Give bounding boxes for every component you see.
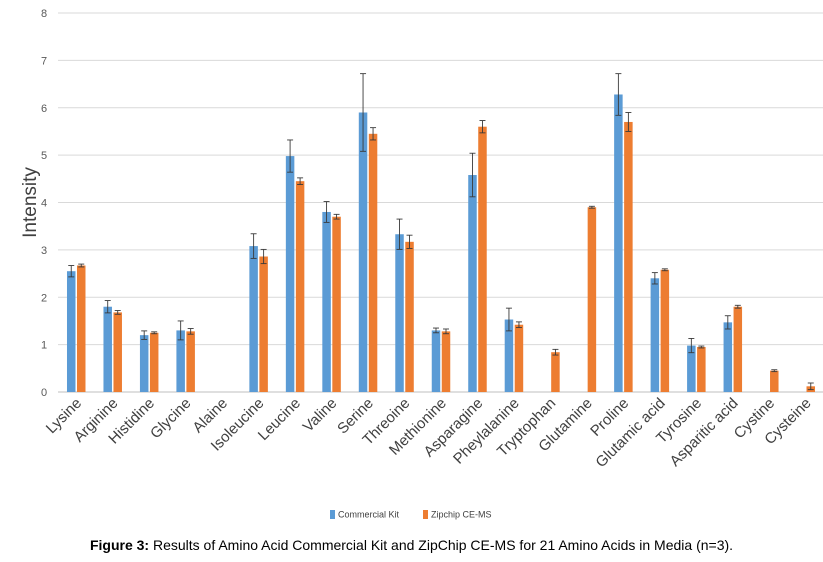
bar [186,331,195,392]
bar [687,345,696,392]
bar [614,94,623,393]
bar [697,346,706,392]
bar [405,241,414,392]
bar [650,278,660,392]
bar [395,234,404,392]
legend-label: Zipchip CE-MS [431,510,492,520]
bar [624,121,633,393]
bar [76,265,86,392]
bar [249,246,258,392]
bar [139,335,149,392]
y-tick-label: 4 [41,198,47,210]
error-bars [68,73,814,391]
bar [358,112,368,393]
y-tick-label: 1 [41,340,47,352]
bar [113,312,122,392]
y-tick-label: 6 [41,103,47,115]
y-tick-label: 3 [41,245,47,257]
bar [285,156,295,392]
legend-label: Commercial Kit [338,510,400,520]
bar [733,306,743,392]
bar [441,331,451,392]
caption-label: Figure 3: [89,537,150,553]
y-tick-label: 0 [41,387,47,399]
caption-text: Results of Amino Acid Commercial Kit and… [149,537,734,553]
y-tick-label: 5 [41,150,47,162]
x-category-label: Glycine [147,395,194,442]
y-axis-label: Intensity [20,167,41,238]
legend-swatch [330,510,335,519]
bar [723,322,733,392]
bar [431,330,441,392]
bar [322,211,331,392]
x-axis-category-labels: LysineArginineHistidineGlycineAlaineIsol… [43,395,815,471]
bar [368,133,378,392]
bar [149,332,159,392]
bar-chart: 0 1 2 3 4 5 6 7 8 Intensity LysineArginineHistid… [20,8,823,520]
y-axis-ticks: 0 1 2 3 4 5 6 7 8 [41,8,47,399]
bars [66,94,816,393]
y-tick-label: 7 [41,55,47,67]
legend: Commercial Kit Zipchip CE-MS [330,510,492,520]
legend-swatch [423,510,428,519]
bar [295,181,305,392]
bar [176,330,185,392]
bar [660,269,670,392]
bar [468,175,477,392]
bar [332,216,341,392]
bar [259,256,268,392]
bar [551,352,560,392]
bar [66,271,76,392]
bar [103,306,112,392]
y-tick-label: 2 [41,292,47,304]
bar [770,370,779,392]
bar [478,126,487,392]
gridlines [58,12,823,393]
y-tick-label: 8 [41,8,47,20]
bar [514,324,524,392]
x-category-label: Valine [300,395,341,436]
figure-caption: Figure 3: Results of Amino Acid Commerci… [0,537,823,553]
bar [504,319,514,392]
bar [587,207,597,392]
